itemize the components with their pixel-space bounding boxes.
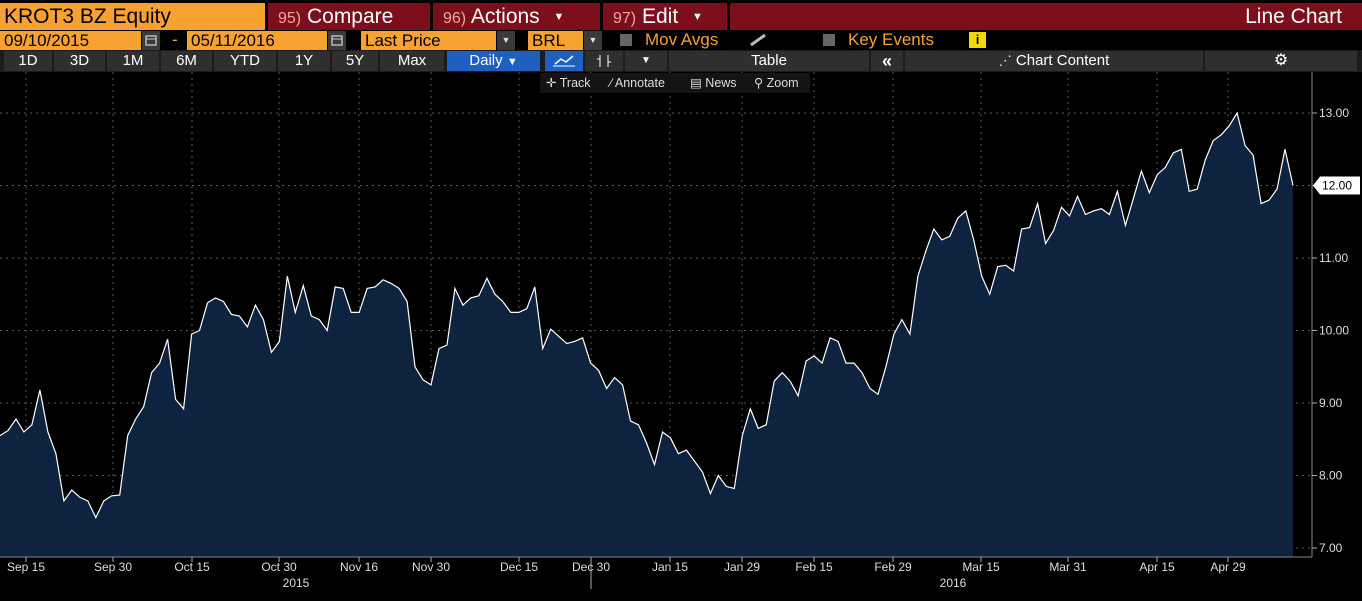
end-date-input[interactable]: 05/11/2016 [187, 31, 327, 50]
x-tick-label: Oct 30 [261, 560, 297, 574]
x-tick-label: Jan 15 [652, 560, 688, 574]
news-icon: ▤ [690, 76, 702, 90]
magnifier-icon: ⚲ [754, 76, 764, 90]
compare-button[interactable]: 95) Compare [268, 3, 430, 30]
gear-icon[interactable]: ⚙ [1205, 51, 1357, 71]
news-label: News [705, 76, 737, 90]
date-separator: - [172, 30, 178, 49]
mov-avgs-checkbox[interactable] [620, 34, 632, 46]
x-tick-label: Oct 15 [174, 560, 210, 574]
y-tick-label: 9.00 [1319, 396, 1343, 410]
actions-label: Actions [470, 5, 540, 28]
year-label: 2016 [940, 576, 967, 590]
chart-content-label: Chart Content [1015, 52, 1110, 69]
x-tick-label: Dec 15 [500, 560, 538, 574]
x-tick-label: Apr 15 [1139, 560, 1175, 574]
chevron-down-icon: ▼ [553, 10, 565, 23]
key-events-label[interactable]: Key Events [848, 30, 934, 49]
x-tick-label: Sep 15 [7, 560, 45, 574]
y-tick-label: 11.00 [1319, 251, 1348, 265]
period-ytd[interactable]: YTD [214, 51, 276, 71]
title-bar: KROT3 BZ Equity 95) Compare 96) Actions … [0, 0, 1362, 30]
frequency-label: Daily [469, 52, 503, 69]
chevron-down-icon: ▼ [506, 56, 518, 68]
info-icon[interactable]: i [969, 32, 986, 48]
period-6m[interactable]: 6M [161, 51, 212, 71]
x-tick-label: Mar 31 [1049, 560, 1087, 574]
x-tick-label: Feb 15 [795, 560, 833, 574]
bar-chart-icon[interactable] [585, 51, 623, 71]
edit-number: 97) [613, 10, 637, 27]
edit-button[interactable]: 97) Edit ▼ [603, 3, 727, 30]
chart-type-banner: Line Chart [730, 3, 1362, 30]
line-chart-icon[interactable] [545, 51, 583, 71]
last-value-label: 12.00 [1322, 179, 1352, 193]
zoom-button[interactable]: ⚲ Zoom [754, 73, 799, 93]
start-date-input[interactable]: 09/10/2015 [0, 31, 141, 50]
period-1y[interactable]: 1Y [278, 51, 330, 71]
chart-type-label: Line Chart [1245, 5, 1342, 28]
x-tick-label: Sep 30 [94, 560, 132, 574]
period-3d[interactable]: 3D [54, 51, 105, 71]
chart-content-button[interactable]: ⋰ Chart Content [905, 51, 1203, 71]
table-button[interactable]: Table [669, 51, 869, 71]
mov-avgs-label[interactable]: Mov Avgs [645, 30, 719, 49]
chart-tools: ✛ Track ∕ Annotate ▤ News ⚲ Zoom [540, 73, 810, 93]
chevron-down-icon[interactable]: ▼ [497, 31, 515, 50]
x-tick-label: Jan 29 [724, 560, 760, 574]
period-1m[interactable]: 1M [107, 51, 159, 71]
period-max[interactable]: Max [380, 51, 444, 71]
key-events-checkbox[interactable] [823, 34, 835, 46]
x-tick-label: Mar 15 [962, 560, 1000, 574]
y-tick-label: 13.00 [1319, 106, 1349, 120]
price-line [0, 111, 1294, 519]
edit-label: Edit [641, 5, 679, 28]
chevron-down-icon[interactable]: ▼ [625, 51, 667, 71]
y-tick-label: 8.00 [1319, 469, 1343, 483]
news-button[interactable]: ▤ News [690, 73, 737, 93]
x-tick-label: Nov 30 [412, 560, 450, 574]
zoom-label: Zoom [766, 76, 799, 90]
pencil-icon[interactable] [748, 32, 770, 53]
x-axis: Sep 15 Sep 30 Oct 15 Oct 30 Nov 16 Nov 30 Dec … [0, 556, 1362, 601]
y-tick-label: 10.00 [1319, 324, 1349, 338]
x-tick-label: Apr 29 [1210, 560, 1246, 574]
last-value-badge [1313, 176, 1360, 195]
y-axis-panel [1312, 72, 1362, 557]
ticker-field[interactable]: KROT3 BZ Equity [0, 3, 265, 30]
year-label: 2015 [283, 576, 310, 590]
track-button[interactable]: ✛ Track [546, 73, 591, 93]
chart-content-icon: ⋰ [998, 53, 1012, 68]
period-5y[interactable]: 5Y [332, 51, 378, 71]
x-tick-label: Feb 29 [874, 560, 912, 574]
chevron-down-icon[interactable]: ▼ [584, 31, 602, 50]
toolbar: 1D 3D 1M 6M YTD 1Y 5Y Max Daily ▼ ▼ Tabl… [0, 50, 1362, 72]
track-label: Track [559, 76, 591, 90]
actions-button[interactable]: 96) Actions ▼ [433, 3, 600, 30]
price-area [0, 113, 1293, 557]
y-tick-label: 7.00 [1319, 541, 1343, 555]
calendar-icon[interactable] [142, 31, 160, 50]
annotate-label: Annotate [614, 76, 665, 90]
chevron-down-icon: ▼ [692, 10, 703, 23]
pencil-icon: ∕ [610, 76, 613, 90]
field-select[interactable]: Last Price [361, 31, 496, 50]
collapse-icon[interactable]: « [871, 51, 903, 71]
compare-label: Compare [306, 5, 394, 28]
range-bar: 09/10/2015 - 05/11/2016 Last Price ▼ BRL… [0, 30, 1362, 50]
annotate-button[interactable]: ∕ Annotate [610, 73, 665, 93]
calendar-icon[interactable] [328, 31, 346, 50]
currency-select[interactable]: BRL [528, 31, 583, 50]
period-1d[interactable]: 1D [4, 51, 52, 71]
compare-number: 95) [278, 10, 302, 27]
actions-number: 96) [443, 10, 467, 27]
crosshair-icon: ✛ [546, 76, 557, 90]
frequency-select[interactable]: Daily ▼ [447, 51, 540, 71]
x-axis-panel [0, 557, 1362, 601]
x-tick-label: Nov 16 [340, 560, 378, 574]
